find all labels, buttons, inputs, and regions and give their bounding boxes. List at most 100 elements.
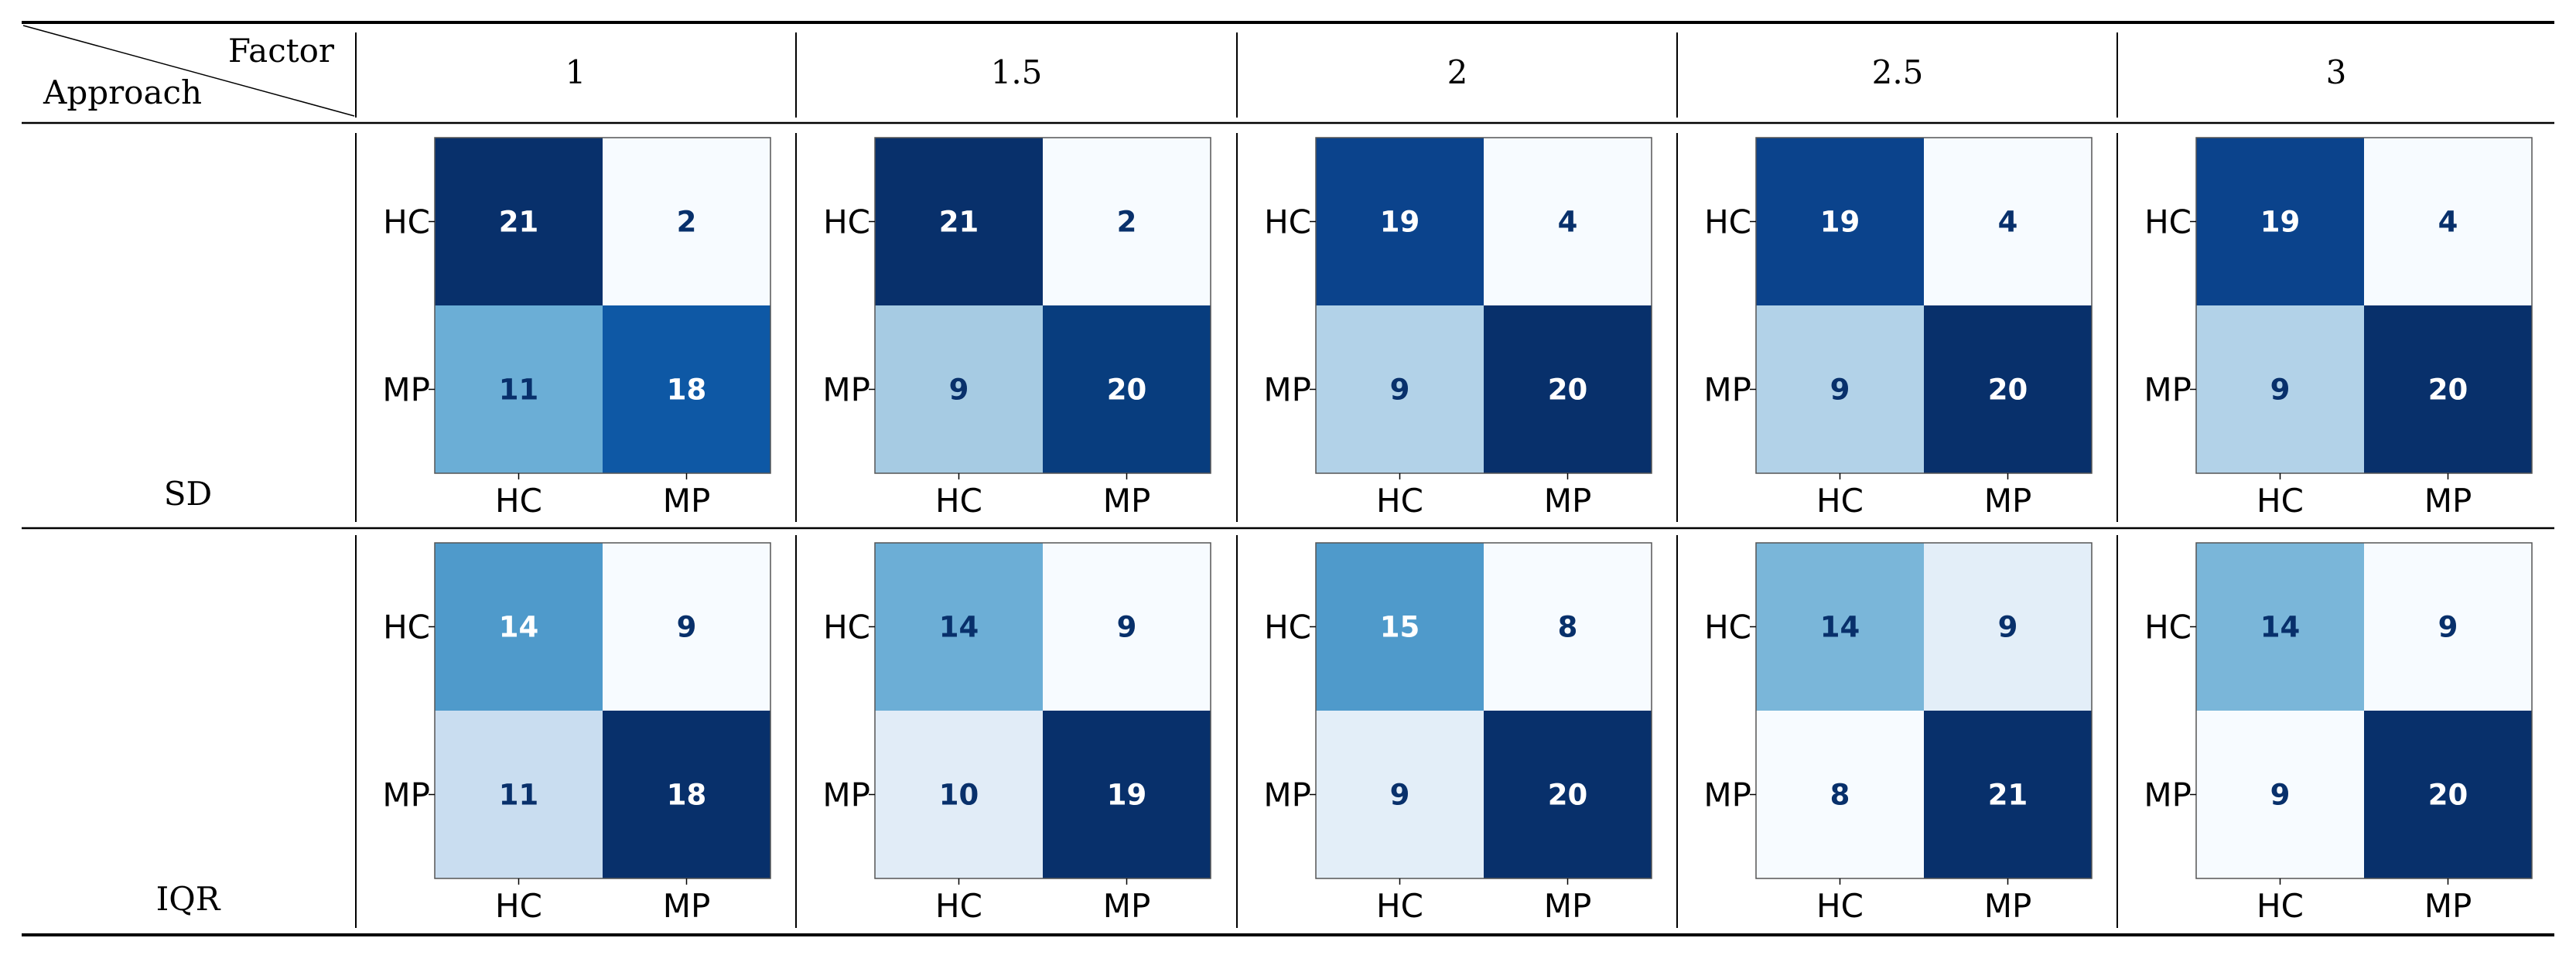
confusion-matrix-sd-3: 19 4 9 20 HC MP HC MP <box>2144 137 2533 520</box>
matrix-cell-value: 8 <box>1830 779 1850 812</box>
matrix-cell-value: 20 <box>2428 373 2468 407</box>
matrix-border <box>1315 137 1652 474</box>
matrix-cell-value: 20 <box>1548 779 1588 812</box>
matrix-cell <box>1043 711 1211 878</box>
corner-diagonal <box>22 25 355 117</box>
matrix-cell-value: 14 <box>1820 611 1860 644</box>
y-tick-label-mp: MP <box>2144 776 2192 814</box>
factor-header-1: 1 <box>565 53 586 91</box>
y-tick-label-hc: HC <box>1264 203 1311 241</box>
matrix-cell <box>1043 138 1211 305</box>
factor-header-3: 2 <box>1447 53 1468 91</box>
matrix-cell-value: 20 <box>1988 373 2028 407</box>
x-tick-label-mp: MP <box>663 887 711 925</box>
matrix-cell <box>1484 138 1652 305</box>
matrix-cell <box>1756 138 1924 305</box>
matrix-cell <box>1756 711 1924 878</box>
x-tick-label-mp: MP <box>1984 482 2032 520</box>
factor-header-5: 3 <box>2326 53 2347 91</box>
matrix-cell <box>1924 138 2092 305</box>
matrix-cell <box>2196 305 2364 473</box>
matrix-cell <box>1924 543 2092 711</box>
matrix-cell-value: 14 <box>939 611 979 644</box>
y-tick-label-mp: MP <box>382 776 430 814</box>
matrix-cell-value: 10 <box>939 779 979 812</box>
matrix-cell <box>2364 543 2532 711</box>
approach-label-sd: SD <box>164 475 212 513</box>
y-tick-label-hc: HC <box>1264 609 1311 646</box>
confusion-matrix-sd-1: 21 2 11 18 HC MP HC MP <box>382 137 771 520</box>
x-tick-label-hc: HC <box>935 482 982 520</box>
matrix-cell-value: 9 <box>1390 373 1410 407</box>
matrix-cell <box>1924 711 2092 878</box>
matrix-cell <box>1316 711 1484 878</box>
matrix-cell <box>1756 305 1924 473</box>
column-dividers <box>355 32 2118 928</box>
confusion-matrix-iqr-2: 15 8 9 20 HC MP HC MP <box>1263 542 1652 925</box>
matrix-cell <box>875 138 1043 305</box>
matrix-cell-value: 19 <box>1380 206 1420 239</box>
matrix-cell <box>435 305 603 473</box>
x-tick-label-hc: HC <box>935 887 982 925</box>
x-tick-label-mp: MP <box>2424 482 2472 520</box>
matrix-cell <box>603 138 770 305</box>
matrix-border <box>874 542 1211 879</box>
factor-header-4: 2.5 <box>1872 53 1924 91</box>
matrix-border <box>1755 137 2093 474</box>
matrix-cell <box>875 711 1043 878</box>
matrix-border <box>2195 137 2533 474</box>
x-tick-label-hc: HC <box>495 887 542 925</box>
matrix-cell-value: 18 <box>667 779 707 812</box>
matrix-cell-value: 15 <box>1380 611 1420 644</box>
y-tick-label-hc: HC <box>2144 203 2192 241</box>
y-tick-label-mp: MP <box>1703 776 1751 814</box>
matrix-cell-value: 19 <box>2260 206 2301 239</box>
y-tick-label-mp: MP <box>822 776 870 814</box>
y-tick-label-mp: MP <box>1263 371 1311 409</box>
matrix-border <box>874 137 1211 474</box>
matrix-cell-value: 2 <box>1117 206 1137 239</box>
matrix-border <box>434 137 771 474</box>
x-tick-label-hc: HC <box>1816 887 1864 925</box>
matrix-cell <box>1043 543 1211 711</box>
matrix-cell-value: 9 <box>677 611 697 644</box>
x-tick-label-hc: HC <box>495 482 542 520</box>
y-tick-label-hc: HC <box>823 609 870 646</box>
x-tick-label-hc: HC <box>1376 887 1423 925</box>
confusion-matrix-iqr-1.5: 14 9 10 19 HC MP HC MP <box>822 542 1211 925</box>
x-tick-label-hc: HC <box>2257 482 2304 520</box>
matrix-cell <box>2364 305 2532 473</box>
matrix-cell-value: 9 <box>2270 373 2291 407</box>
matrix-cell-value: 9 <box>1390 779 1410 812</box>
matrix-cell-value: 18 <box>667 373 707 407</box>
matrix-cell-value: 4 <box>1558 206 1578 239</box>
matrix-border <box>1755 542 2093 879</box>
matrix-cell <box>435 138 603 305</box>
x-tick-label-mp: MP <box>1103 887 1151 925</box>
x-tick-label-hc: HC <box>2257 887 2304 925</box>
matrix-cell <box>1924 305 2092 473</box>
matrix-cell-value: 14 <box>499 611 539 644</box>
matrix-cell <box>1316 543 1484 711</box>
matrix-cell-value: 2 <box>677 206 697 239</box>
y-tick-label-hc: HC <box>1704 203 1751 241</box>
factor-header-row: 1 1.5 2 2.5 3 <box>565 53 2347 91</box>
matrix-cell <box>1484 711 1652 878</box>
matrix-cell-value: 21 <box>1988 779 2028 812</box>
confusion-matrix-sd-2.5: 19 4 9 20 HC MP HC MP <box>1703 137 2093 520</box>
matrix-cell-value: 9 <box>2270 779 2291 812</box>
factor-header-2: 1.5 <box>991 53 1043 91</box>
matrix-cell-value: 19 <box>1820 206 1860 239</box>
x-tick-label-mp: MP <box>2424 887 2472 925</box>
y-tick-label-hc: HC <box>2144 609 2192 646</box>
matrix-cell-value: 9 <box>1998 611 2018 644</box>
matrix-cell <box>2196 543 2364 711</box>
y-tick-label-mp: MP <box>822 371 870 409</box>
matrix-cell <box>435 711 603 878</box>
matrix-cell-value: 9 <box>1117 611 1137 644</box>
confusion-matrix-iqr-2.5: 14 9 8 21 HC MP HC MP <box>1703 542 2093 925</box>
confusion-matrix-iqr-3: 14 9 9 20 HC MP HC MP <box>2144 542 2533 925</box>
matrix-cell <box>1043 305 1211 473</box>
matrix-cell <box>603 305 770 473</box>
